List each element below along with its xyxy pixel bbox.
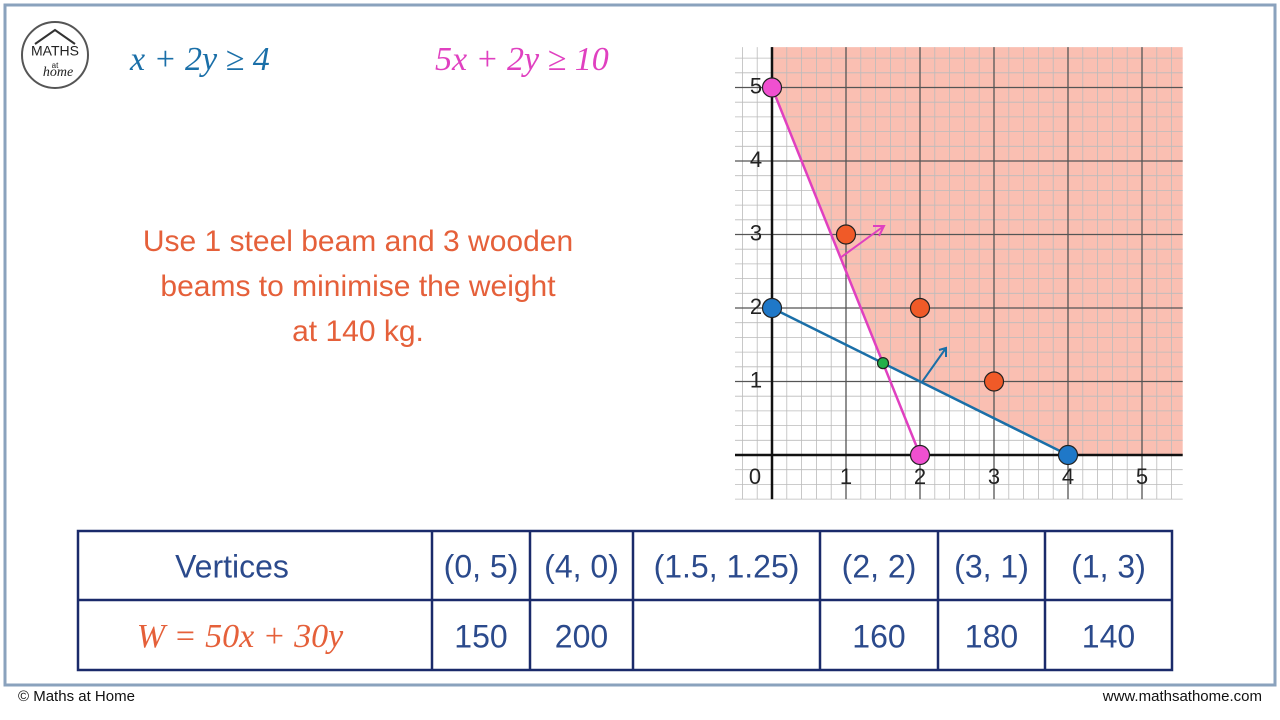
- constraint-line: [770, 87, 922, 456]
- x-tick-label: 4: [1062, 464, 1074, 489]
- x-tick-label: 1: [840, 464, 852, 489]
- x-tick-label: 0: [749, 464, 761, 489]
- table-header: (1.5, 1.25): [654, 548, 800, 584]
- table-header: (1, 3): [1071, 548, 1146, 584]
- point: [909, 444, 931, 466]
- table-header: Vertices: [175, 548, 289, 584]
- footer-left: © Maths at Home: [18, 688, 135, 705]
- graph: 0 1 2 3 4 5 1 2 3 4 5: [735, 47, 1183, 500]
- point: [761, 77, 783, 98]
- table-header: (4, 0): [544, 548, 619, 584]
- x-tick-label: 2: [914, 464, 926, 489]
- table: Vertices (0, 5) (4, 0) (1.5, 1.25) (2, 2) (3,…: [76, 529, 1174, 672]
- point: [983, 371, 1005, 392]
- equation: 5x + 2y ≥ 10: [435, 41, 609, 78]
- x-tick-label: 3: [988, 464, 1000, 489]
- message: Use 1 steel beam and 3 wooden: [143, 225, 573, 258]
- logo-text: MATHS: [31, 43, 79, 59]
- y-tick-label: 3: [750, 220, 762, 245]
- table-value: 200: [555, 618, 608, 654]
- footer-right: www.mathsathome.com: [1102, 688, 1262, 705]
- y-tick-label: 4: [750, 147, 762, 172]
- x-tick-label: 5: [1136, 464, 1148, 489]
- constraint-line: [771, 306, 1069, 457]
- arrow: [921, 346, 947, 383]
- point: [1057, 444, 1079, 466]
- table-header: (0, 5): [444, 548, 519, 584]
- table-header: (2, 2): [842, 548, 917, 584]
- message: beams to minimise the weight: [160, 270, 556, 303]
- arrow: [839, 225, 886, 259]
- logo-roof: [34, 28, 76, 45]
- table-value: 140: [1082, 618, 1135, 654]
- message: at 140 kg.: [292, 315, 424, 348]
- y-tick-label: 1: [750, 367, 762, 392]
- row-label: W = 50x + 30y: [137, 618, 344, 655]
- logo-text: at: [52, 61, 59, 70]
- feasible-region: [772, 47, 1183, 455]
- point: [835, 224, 857, 245]
- point: [909, 297, 931, 319]
- y-tick-label: 2: [750, 294, 762, 319]
- table-header: (3, 1): [954, 548, 1029, 584]
- logo-text: home: [43, 65, 73, 80]
- equation: x + 2y ≥ 4: [129, 41, 270, 78]
- table-value: 180: [965, 618, 1018, 654]
- point: [761, 297, 783, 319]
- table-value: 150: [454, 618, 507, 654]
- logo-circle: [21, 21, 89, 89]
- y-tick-label: 5: [750, 73, 762, 98]
- frame: [3, 3, 1277, 687]
- point: [876, 357, 890, 370]
- table-value: 160: [852, 618, 905, 654]
